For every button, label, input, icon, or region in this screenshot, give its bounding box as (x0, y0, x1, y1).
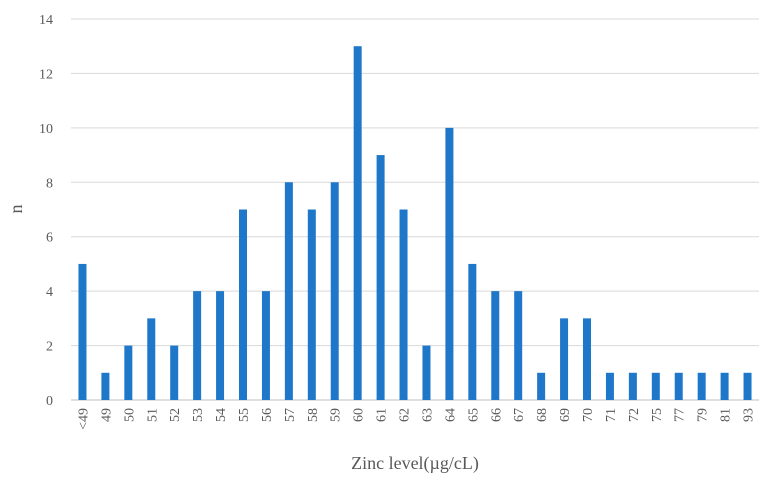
y-axis-ticks: 0 2 4 6 8 10 12 14 (39, 13, 53, 409)
bar (239, 209, 247, 400)
y-tick-label: 12 (39, 67, 53, 82)
y-tick-label: 0 (46, 394, 53, 409)
x-tick-label: 49 (99, 408, 114, 422)
x-tick-label: 65 (466, 408, 481, 422)
x-tick-label: 61 (375, 408, 390, 422)
y-tick-label: 6 (46, 231, 53, 246)
bar (78, 263, 87, 400)
bar (193, 291, 202, 400)
y-tick-label: 8 (46, 176, 53, 191)
x-tick-label: 57 (283, 408, 298, 422)
bar (605, 372, 614, 400)
gridlines (71, 18, 759, 401)
bar (376, 155, 385, 400)
x-tick-label: 55 (237, 408, 252, 422)
bar (330, 182, 339, 400)
x-tick-label: 68 (535, 408, 550, 422)
bar (353, 46, 362, 400)
bar (743, 372, 752, 400)
y-tick-label: 4 (46, 285, 53, 300)
x-tick-label: 58 (306, 408, 321, 422)
x-tick-label: 79 (696, 408, 711, 422)
x-tick-label: 70 (581, 408, 596, 422)
x-tick-label: 54 (214, 408, 229, 422)
x-tick-label: 52 (168, 408, 183, 422)
x-tick-label: 63 (420, 408, 435, 422)
bar (284, 182, 293, 400)
bar (514, 291, 523, 400)
x-tick-label: 81 (719, 408, 734, 422)
bar (307, 209, 316, 400)
bars (78, 46, 752, 400)
x-tick-label: 56 (260, 408, 275, 422)
x-tick-label: <49 (76, 408, 91, 430)
bar (560, 318, 569, 400)
bar (422, 345, 431, 400)
y-tick-label: 10 (39, 122, 53, 137)
bar (261, 291, 270, 400)
bar (399, 209, 408, 400)
x-tick-label: 64 (443, 408, 458, 422)
y-tick-label: 14 (39, 13, 53, 28)
x-tick-label: 51 (145, 408, 160, 422)
x-tick-label: 50 (122, 408, 137, 422)
bar (124, 345, 133, 400)
bar (651, 372, 660, 400)
bar (216, 291, 225, 400)
bar (170, 345, 179, 400)
x-tick-label: 53 (191, 408, 206, 422)
bar (537, 372, 546, 400)
bar (445, 127, 454, 400)
bar (720, 372, 729, 400)
bar (674, 372, 683, 400)
x-tick-label: 71 (604, 408, 619, 422)
x-tick-label: 67 (512, 408, 527, 422)
x-tick-label: 59 (329, 408, 344, 422)
bar (147, 318, 156, 400)
x-tick-label: 60 (352, 408, 367, 422)
x-tick-label: 75 (650, 408, 665, 422)
bar (491, 291, 500, 400)
x-tick-label: 62 (398, 408, 413, 422)
bar (468, 263, 477, 400)
x-axis-title: Zinc level(µg/cL) (351, 453, 479, 474)
y-axis-title: n (6, 205, 26, 214)
bar (101, 372, 110, 400)
x-axis-ticks: <49 49 50 51 52 53 54 55 56 57 58 59 60 61 62 63 64 65 66 6… (76, 408, 756, 430)
y-tick-label: 2 (46, 340, 53, 355)
x-tick-label: 77 (673, 408, 688, 422)
bar (628, 372, 637, 400)
x-tick-label: 66 (489, 408, 504, 422)
bar (697, 372, 706, 400)
x-tick-label: 69 (558, 408, 573, 422)
x-tick-label: 72 (627, 408, 642, 422)
x-tick-label: 93 (742, 408, 757, 422)
bar (583, 318, 591, 400)
